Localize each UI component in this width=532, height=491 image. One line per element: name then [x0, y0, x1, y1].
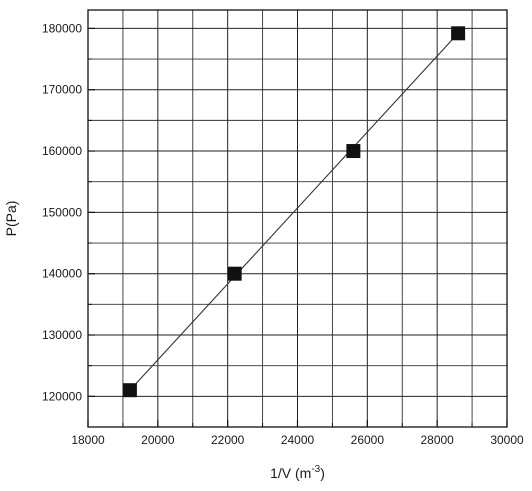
x-tick-label: 22000	[211, 433, 245, 447]
y-tick-label: 140000	[42, 267, 82, 281]
x-tick-label: 28000	[420, 433, 454, 447]
x-axis-tick-labels: 18000 20000 22000 24000 26000 28000 30000	[71, 433, 524, 447]
data-point	[346, 144, 361, 159]
y-tick-label: 170000	[42, 83, 82, 97]
x-tick-label: 20000	[141, 433, 175, 447]
y-axis-tick-labels: 120000 130000 140000 150000 160000 170000 1800…	[42, 21, 82, 403]
x-tick-label: 24000	[281, 433, 315, 447]
x-tick-label: 18000	[71, 433, 105, 447]
y-tick-label: 120000	[42, 389, 82, 403]
x-axis-title-text: 1/V (m	[270, 465, 311, 481]
y-axis-title: P(Pa)	[3, 201, 19, 237]
x-axis-title-superscript: -3	[311, 464, 320, 475]
grid	[87, 10, 508, 428]
x-axis-title-close: )	[320, 465, 325, 481]
x-axis-title: 1/V (m-3)	[270, 464, 325, 481]
axis-ticks	[87, 27, 508, 428]
data-point	[122, 383, 137, 398]
x-tick-label: 26000	[351, 433, 385, 447]
data-series	[122, 26, 466, 398]
data-point	[451, 26, 466, 41]
y-tick-label: 160000	[42, 144, 82, 158]
y-tick-label: 130000	[42, 328, 82, 342]
y-tick-label: 150000	[42, 205, 82, 219]
x-tick-label: 30000	[490, 433, 524, 447]
data-point	[227, 266, 242, 281]
fit-line	[129, 32, 459, 391]
y-tick-label: 180000	[42, 21, 82, 35]
